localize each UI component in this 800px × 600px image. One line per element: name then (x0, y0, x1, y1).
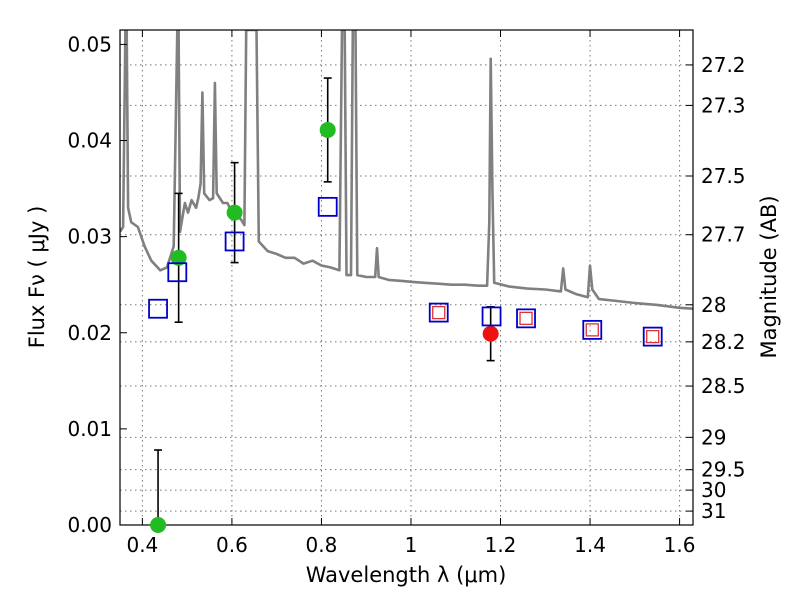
model-square (148, 298, 168, 319)
model-square (481, 306, 502, 327)
x-tick-label: 0.6 (216, 533, 248, 557)
magnitude-tick-label: 27.5 (701, 164, 746, 188)
x-tick-label: 1 (405, 533, 418, 557)
magnitude-tick-label: 27.3 (701, 93, 746, 117)
magnitude-tick-label: 30 (701, 478, 726, 502)
y-tick-label: 0.03 (67, 225, 112, 249)
model-square-inner (519, 311, 533, 325)
x-tick-label: 1.2 (485, 533, 517, 557)
magnitude-tick-label: 29.5 (701, 458, 746, 482)
y-tick-label: 0.04 (67, 129, 112, 153)
y-tick-label: 0.05 (67, 32, 112, 56)
magnitude-tick-label: 28.5 (701, 374, 746, 398)
magnitude-tick-label: 28.2 (701, 330, 746, 354)
model-square (582, 319, 603, 340)
magnitude-tick-label: 27.7 (701, 223, 746, 247)
data-layer (120, 30, 693, 310)
data-point (150, 517, 167, 533)
y-tick-label: 0.02 (67, 321, 112, 345)
data-point (226, 204, 243, 221)
x-tick-label: 0.8 (306, 533, 338, 557)
model-square (167, 262, 188, 283)
data-point (482, 325, 499, 342)
marker-layer (148, 77, 663, 533)
x-tick-label: 0.4 (126, 533, 158, 557)
model-square (317, 196, 338, 217)
model-square (224, 231, 245, 252)
x-tick-label: 1.6 (664, 533, 696, 557)
data-point (319, 121, 336, 138)
magnitude-axis-title: Magnitude (AB) (757, 195, 781, 358)
y-tick-label: 0.01 (67, 417, 112, 441)
x-tick-label: 1.4 (574, 533, 606, 557)
model-square-inner (432, 305, 446, 320)
magnitude-tick-label: 29 (701, 425, 726, 449)
magnitude-tick-label: 28 (701, 293, 726, 317)
axis-ticks: 0.4 0.6 0.8 1 1.2 1.4 1.6 0.00 0.01 0.02 0.03 0.04 0… (67, 30, 746, 557)
model-square-inner (585, 323, 599, 337)
model-square (428, 302, 449, 323)
model-spectrum-line (120, 30, 693, 310)
model-square (642, 326, 663, 347)
magnitude-tick-label: 31 (701, 499, 726, 523)
y-tick-label: 0.00 (67, 513, 112, 537)
magnitude-tick-label: 27.2 (701, 53, 746, 77)
data-point (170, 249, 187, 266)
y-axis-title: Flux Fν ( μJy ) (25, 206, 49, 349)
plot-frame (119, 29, 694, 526)
x-axis-title: Wavelength λ (μm) (306, 563, 507, 587)
model-square-inner (646, 329, 660, 344)
model-square (516, 308, 536, 329)
